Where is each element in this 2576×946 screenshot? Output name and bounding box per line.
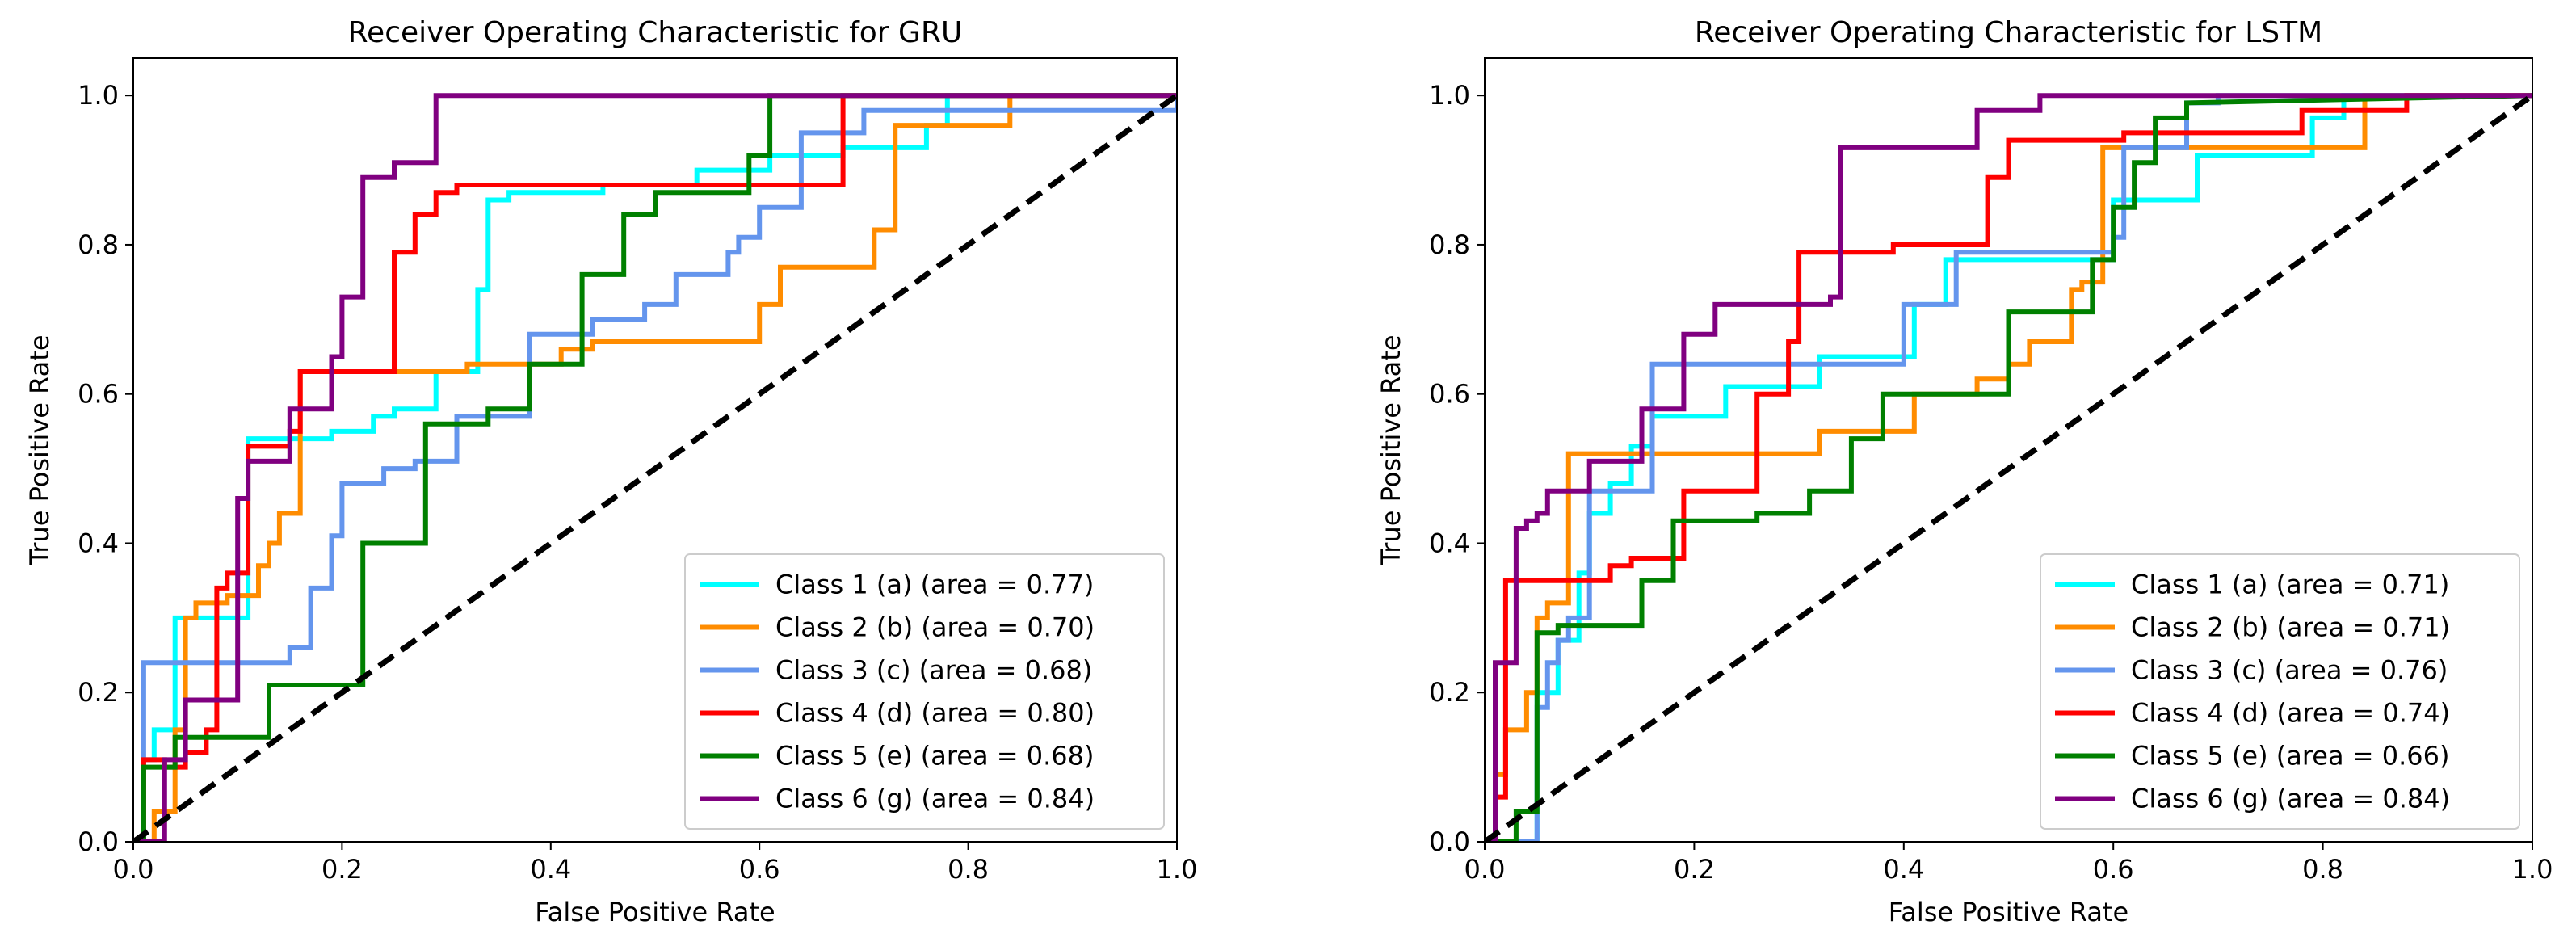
chance-diagonal-line: [1485, 93, 2532, 842]
y-tick-label: 0.0: [1429, 826, 1470, 857]
roc-line-class-6: [1485, 93, 2532, 842]
chart-title: Receiver Operating Characteristic for GR…: [348, 16, 963, 49]
x-tick-label: 0.0: [1464, 854, 1506, 885]
roc-line-class-3: [133, 95, 1177, 842]
x-tick-label: 0.6: [739, 854, 780, 885]
roc-line-class-5: [133, 93, 1177, 842]
legend-label: Class 2 (b) (area = 0.71): [2131, 612, 2450, 643]
axes-frame: [132, 57, 1178, 843]
legend-label: Class 5 (e) (area = 0.66): [2131, 741, 2449, 772]
legend-label: Class 2 (b) (area = 0.70): [775, 612, 1095, 643]
y-tick-label: 1.0: [1429, 80, 1470, 111]
legend: Class 1 (a) (area = 0.77) Class 2 (b) (ar…: [684, 553, 1165, 830]
gru-roc-chart: Receiver Operating Characteristic for GR…: [24, 16, 1197, 927]
roc-line-class-6: [133, 93, 1177, 842]
x-tick-label: 0.0: [113, 854, 154, 885]
chart-title: Receiver Operating Characteristic for LS…: [1695, 16, 2322, 49]
axes-frame: [1484, 57, 2533, 843]
chance-diagonal-line: [133, 93, 1177, 842]
legend-label: Class 1 (a) (area = 0.77): [775, 570, 1094, 600]
y-axis-label: True Positive Rate: [1376, 334, 1406, 565]
x-tick-label: 0.2: [1674, 854, 1715, 885]
legend-label: Class 3 (c) (area = 0.68): [775, 655, 1092, 686]
legend-label: Class 4 (d) (area = 0.80): [775, 698, 1095, 729]
y-axis-label: True Positive Rate: [24, 334, 55, 565]
roc-line-class-1: [1485, 93, 2532, 842]
legend-box: [684, 553, 1165, 830]
y-tick-label: 0.6: [78, 379, 119, 410]
legend-label: Class 1 (a) (area = 0.71): [2131, 570, 2449, 600]
legend-label: Class 5 (e) (area = 0.68): [775, 741, 1094, 772]
x-axis-label: False Positive Rate: [535, 897, 775, 927]
roc-line-class-5: [1485, 93, 2532, 842]
legend-label: Class 6 (g) (area = 0.84): [2131, 784, 2450, 814]
lstm-roc-chart: Receiver Operating Characteristic for LS…: [1376, 16, 2553, 927]
roc-line-class-4: [1485, 93, 2532, 842]
roc-line-class-2: [1485, 93, 2532, 842]
y-tick-label: 0.2: [78, 677, 119, 708]
series-layer: [133, 93, 1177, 842]
y-tick-label: 0.8: [1429, 229, 1470, 260]
x-axis-label: False Positive Rate: [1889, 897, 2128, 927]
legend-box: [2040, 553, 2520, 830]
y-tick-label: 1.0: [78, 80, 119, 111]
legend-label: Class 3 (c) (area = 0.76): [2131, 655, 2448, 686]
y-tick-label: 0.0: [78, 826, 119, 857]
legend-label: Class 4 (d) (area = 0.74): [2131, 698, 2450, 729]
y-tick-label: 0.2: [1429, 677, 1470, 708]
y-tick-label: 0.4: [78, 528, 119, 558]
y-tick-label: 0.6: [1429, 379, 1470, 410]
roc-line-class-3: [1485, 93, 2532, 842]
y-tick-label: 0.8: [78, 229, 119, 260]
x-tick-label: 0.4: [530, 854, 571, 885]
x-tick-label: 0.8: [2302, 854, 2343, 885]
x-tick-label: 1.0: [2512, 854, 2553, 885]
series-layer: [1485, 93, 2532, 842]
x-tick-label: 0.4: [1883, 854, 1924, 885]
legend-label: Class 6 (g) (area = 0.84): [775, 784, 1095, 814]
legend: Class 1 (a) (area = 0.71) Class 2 (b) (ar…: [2040, 553, 2520, 830]
x-tick-label: 1.0: [1157, 854, 1198, 885]
x-tick-label: 0.8: [948, 854, 989, 885]
y-tick-label: 0.4: [1429, 528, 1470, 558]
x-tick-label: 0.2: [321, 854, 363, 885]
x-tick-label: 0.6: [2093, 854, 2134, 885]
